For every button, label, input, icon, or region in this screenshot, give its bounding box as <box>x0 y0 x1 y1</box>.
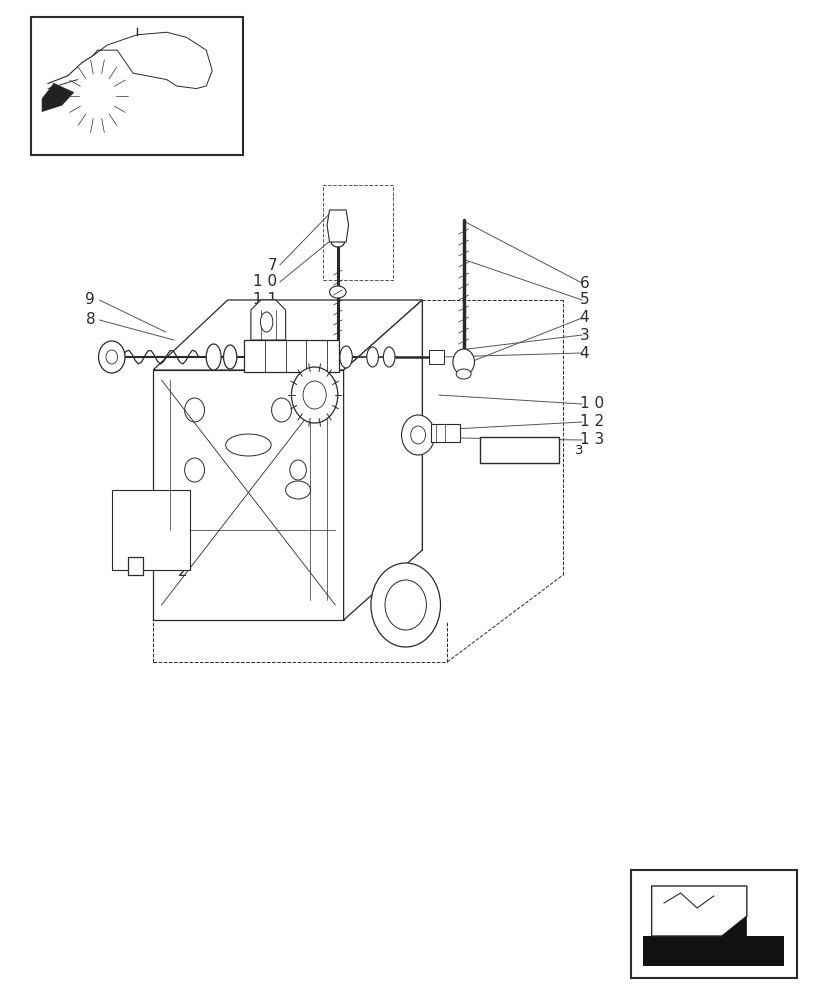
Circle shape <box>452 349 474 375</box>
Text: 6: 6 <box>579 275 589 290</box>
Bar <box>128 557 143 575</box>
Text: 2: 2 <box>178 564 188 580</box>
Text: 4: 4 <box>579 346 589 360</box>
Text: P A G .: P A G . <box>495 444 539 456</box>
Text: 5: 5 <box>579 292 589 308</box>
Ellipse shape <box>329 286 346 298</box>
Ellipse shape <box>456 369 471 379</box>
Text: 1: 1 <box>127 560 135 572</box>
Text: 3: 3 <box>579 328 589 342</box>
Ellipse shape <box>383 347 394 367</box>
Ellipse shape <box>366 347 378 367</box>
Text: 1 1: 1 1 <box>253 292 277 308</box>
Polygon shape <box>153 300 422 370</box>
Text: 1 2: 1 2 <box>579 414 603 430</box>
Text: 7: 7 <box>267 257 277 272</box>
Circle shape <box>98 341 125 373</box>
Polygon shape <box>651 886 746 936</box>
Text: 8: 8 <box>85 312 95 328</box>
Bar <box>430 424 459 442</box>
Bar <box>244 340 339 372</box>
Ellipse shape <box>331 237 344 247</box>
Text: 1 3: 1 3 <box>579 432 603 448</box>
Bar <box>428 350 443 364</box>
Circle shape <box>291 367 337 423</box>
Polygon shape <box>343 300 422 620</box>
Polygon shape <box>112 490 190 570</box>
Polygon shape <box>327 210 348 242</box>
Ellipse shape <box>206 344 221 370</box>
Text: 9: 9 <box>85 292 95 308</box>
Text: 4: 4 <box>579 310 589 326</box>
Bar <box>630 870 796 978</box>
Text: 1 0: 1 0 <box>253 274 277 290</box>
Bar <box>31 17 242 155</box>
Circle shape <box>370 563 440 647</box>
Text: 1 0: 1 0 <box>579 396 603 412</box>
Polygon shape <box>42 83 74 112</box>
Bar <box>643 936 783 966</box>
Ellipse shape <box>223 345 237 369</box>
Ellipse shape <box>339 346 351 368</box>
Polygon shape <box>721 916 746 936</box>
Circle shape <box>401 415 434 455</box>
Polygon shape <box>153 370 343 620</box>
Bar <box>323 185 393 280</box>
Ellipse shape <box>261 312 273 332</box>
Text: 3: 3 <box>575 444 583 456</box>
Bar <box>480 437 558 463</box>
Polygon shape <box>251 300 285 340</box>
